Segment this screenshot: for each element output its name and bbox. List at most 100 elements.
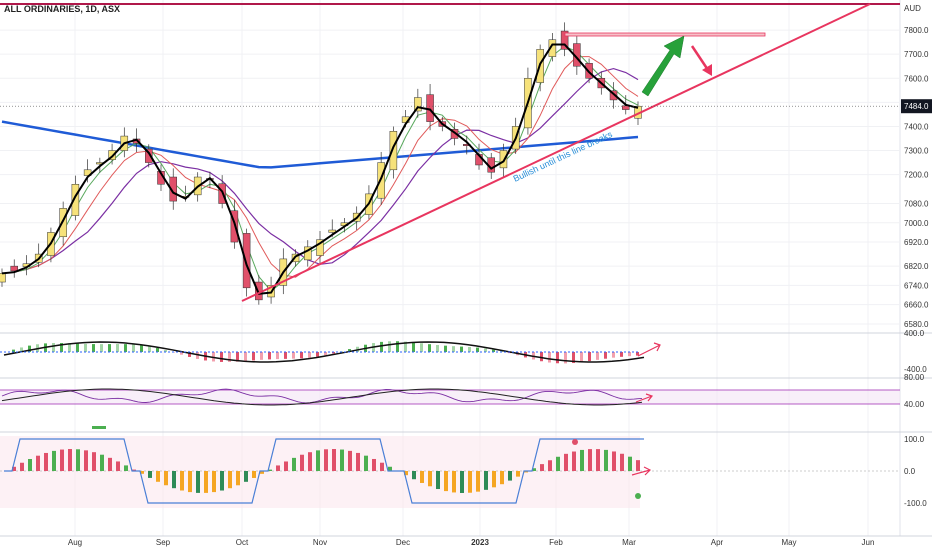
osc-bar xyxy=(212,471,216,493)
macd-bar xyxy=(244,352,247,362)
osc-bar xyxy=(540,464,544,471)
osc-bar xyxy=(596,449,600,471)
osc-bar xyxy=(108,457,112,471)
osc-bar xyxy=(44,452,48,471)
macd-bar xyxy=(564,352,567,364)
price-tick-label: 7200.0 xyxy=(904,171,929,180)
price-tick-label: 7000.0 xyxy=(904,219,929,228)
osc-bar xyxy=(436,471,440,490)
macd-bar xyxy=(196,352,199,359)
macd-bar xyxy=(236,352,239,362)
candle-body xyxy=(0,273,6,283)
macd-bar xyxy=(268,352,271,360)
macd-arrow xyxy=(637,342,661,357)
osc-bar xyxy=(452,471,456,493)
osc-bar xyxy=(84,450,88,471)
osc-bar xyxy=(60,449,64,471)
osc-bar xyxy=(532,468,536,471)
macd-bar xyxy=(60,342,63,352)
macd-bar xyxy=(492,349,495,352)
chart-title: ALL ORDINARIES, 1D, ASX xyxy=(4,4,120,14)
time-tick-label: Mar xyxy=(622,538,636,547)
candle-body xyxy=(499,150,508,169)
osc-bar xyxy=(148,471,152,478)
price-tick-label: 7700.0 xyxy=(904,50,929,59)
macd-bar xyxy=(596,352,599,360)
osc-bar xyxy=(420,471,424,483)
macd-tick-label: -400.0 xyxy=(904,365,927,374)
rsi-tick-label: 40.00 xyxy=(904,400,925,409)
candle-body xyxy=(548,39,557,57)
macd-bar xyxy=(308,352,311,358)
osc-bar xyxy=(140,471,144,474)
osc-bar xyxy=(292,457,296,471)
osc-bar xyxy=(308,452,312,471)
macd-bar xyxy=(612,352,615,358)
osc-bar xyxy=(500,471,504,485)
osc-bar xyxy=(412,471,416,480)
macd-bar xyxy=(556,352,559,364)
osc-bar xyxy=(172,471,176,489)
rsi-tick-label: 80.00 xyxy=(904,373,925,382)
macd-bar xyxy=(164,350,167,352)
osc-bar xyxy=(316,450,320,471)
macd-bar xyxy=(452,346,455,352)
candle-body xyxy=(389,131,398,171)
osc-tick-label: 100.0 xyxy=(904,435,925,444)
macd-bar xyxy=(180,352,183,355)
osc-bar xyxy=(588,449,592,471)
macd-bar xyxy=(260,352,263,360)
macd-bar xyxy=(92,344,95,352)
time-tick-label: Aug xyxy=(68,538,82,547)
macd-bar xyxy=(76,343,79,352)
macd-bar xyxy=(548,352,551,363)
osc-tick-label: 0.0 xyxy=(904,467,916,476)
osc-bar xyxy=(132,469,136,471)
macd-bar xyxy=(420,343,423,352)
last-price-label: 7484.0 xyxy=(904,102,929,111)
rsi-signal-line xyxy=(1,388,643,406)
macd-bar xyxy=(588,352,591,362)
macd-bar xyxy=(468,347,471,352)
osc-bar xyxy=(12,466,16,471)
macd-bar xyxy=(108,344,111,352)
macd-bar xyxy=(604,352,607,359)
macd-bar xyxy=(188,352,191,357)
bearish-arrow-head xyxy=(702,64,712,76)
osc-bar xyxy=(476,471,480,492)
price-line xyxy=(1,43,639,295)
macd-bar xyxy=(292,352,295,359)
osc-bar xyxy=(276,465,280,471)
macd-bar xyxy=(580,352,583,363)
osc-bar xyxy=(580,449,584,471)
macd-bar xyxy=(12,349,15,352)
osc-histogram xyxy=(12,449,640,493)
macd-bar xyxy=(332,352,335,354)
time-tick-label: Feb xyxy=(549,538,563,547)
macd-tick-label: 400.0 xyxy=(904,329,925,338)
macd-bar xyxy=(348,349,351,352)
macd-bar xyxy=(380,341,383,352)
time-tick-label: Dec xyxy=(396,538,410,547)
support-trendline xyxy=(241,3,871,302)
rsi-marker xyxy=(92,426,106,429)
osc-bar xyxy=(524,471,528,473)
macd-bar xyxy=(476,347,479,352)
macd-bar xyxy=(68,343,71,352)
osc-bar xyxy=(516,471,520,477)
osc-bar xyxy=(388,466,392,471)
osc-bar xyxy=(260,471,264,474)
osc-dot xyxy=(572,439,578,445)
osc-bar xyxy=(428,471,432,487)
rsi-arrow xyxy=(635,393,654,403)
osc-bar xyxy=(36,455,40,471)
macd-bar xyxy=(540,352,543,362)
osc-bar xyxy=(380,462,384,471)
osc-bar xyxy=(300,454,304,471)
osc-bar xyxy=(364,455,368,471)
macd-bar xyxy=(252,352,255,361)
candle-body xyxy=(609,90,618,101)
price-tick-label: 7600.0 xyxy=(904,74,929,83)
macd-bar xyxy=(228,352,231,362)
